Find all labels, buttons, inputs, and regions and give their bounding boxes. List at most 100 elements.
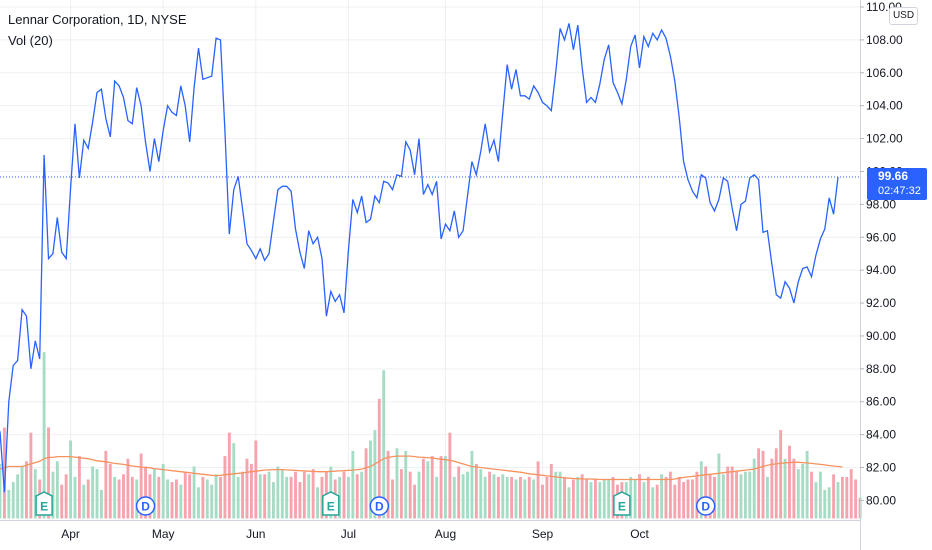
volume-bar: [404, 450, 408, 519]
volume-bar: [686, 479, 690, 519]
volume-bar: [492, 474, 496, 519]
volume-bars: [0, 352, 862, 519]
volume-bar: [545, 476, 549, 519]
volume-bar: [69, 440, 73, 519]
volume-bar: [117, 479, 121, 519]
grid: [0, 0, 860, 520]
volume-bar: [373, 430, 377, 519]
volume-bar: [470, 450, 474, 519]
volume-bar: [236, 476, 240, 519]
volume-bar: [748, 471, 752, 519]
volume-bar: [735, 471, 738, 519]
y-tick-label: 106.00: [866, 66, 903, 80]
volume-bar: [214, 474, 218, 519]
volume-bar: [64, 474, 68, 519]
volume-bar: [139, 453, 143, 519]
volume-bar: [360, 471, 364, 519]
volume-bar: [302, 471, 306, 519]
earnings-marker[interactable]: E: [613, 491, 631, 516]
volume-bar: [161, 463, 165, 519]
time-axis[interactable]: Apr May Jun Jul Aug Sep Oct: [61, 527, 649, 541]
volume-bar: [369, 440, 372, 519]
dividend-marker[interactable]: D: [135, 496, 156, 516]
volume-bar: [272, 482, 275, 519]
volume-bar: [130, 476, 134, 519]
volume-indicator-label[interactable]: Vol (20): [8, 33, 53, 48]
volume-bar: [783, 458, 787, 519]
y-tick-label: 104.00: [866, 99, 903, 113]
volume-bar: [818, 471, 822, 519]
dividend-badge: [135, 496, 156, 516]
volume-bar: [752, 458, 756, 519]
x-tick-label: Jul: [341, 527, 356, 541]
volume-bar: [704, 466, 708, 519]
volume-bar: [814, 482, 818, 519]
volume-bar: [148, 474, 152, 519]
volume-bar: [805, 450, 809, 519]
volume-bar: [519, 476, 522, 519]
volume-bar: [51, 471, 55, 519]
event-label: D: [375, 500, 384, 514]
volume-bar: [232, 443, 236, 519]
volume-bar: [179, 484, 183, 519]
volume-bar: [82, 484, 86, 519]
event-label: E: [327, 500, 335, 514]
earnings-badge: [322, 491, 340, 516]
volume-bar: [532, 479, 536, 519]
dividend-marker[interactable]: D: [695, 496, 716, 516]
volume-bar: [457, 466, 461, 519]
volume-bar: [514, 479, 518, 519]
volume-bar: [7, 489, 11, 519]
volume-bar: [739, 474, 743, 519]
volume-bar: [183, 471, 187, 519]
volume-bar: [77, 456, 81, 519]
volume-bar: [660, 474, 664, 519]
event-label: E: [618, 500, 626, 514]
volume-bar: [73, 476, 77, 519]
volume-bar: [505, 476, 509, 519]
volume-bar: [157, 476, 161, 519]
volume-bar: [144, 466, 147, 519]
volume-moving-average-line: [0, 455, 843, 481]
currency-badge[interactable]: USD: [889, 7, 918, 25]
volume-bar: [135, 479, 139, 519]
volume-bar: [201, 476, 205, 519]
y-tick-label: 80.00: [866, 493, 896, 507]
volume-bar: [219, 476, 222, 519]
volume-bar: [100, 489, 103, 519]
volume-bar: [691, 479, 694, 519]
volume-bar: [16, 474, 20, 519]
dividend-marker[interactable]: D: [369, 496, 390, 516]
y-tick-label: 94.00: [866, 263, 896, 277]
volume-bar: [638, 474, 641, 519]
price-axis[interactable]: 80.00 82.00 84.00 86.00 88.00 90.00 92.00 94.00…: [860, 0, 903, 507]
volume-bar: [351, 450, 355, 519]
volume-bar: [642, 482, 646, 519]
volume-bar: [377, 398, 381, 519]
event-label: D: [701, 500, 710, 514]
volume-bar: [536, 461, 540, 519]
volume-bar: [210, 484, 214, 519]
volume-bar: [413, 484, 417, 519]
volume-bar: [91, 466, 95, 519]
volume-bar: [254, 440, 258, 519]
volume-bar: [593, 479, 597, 519]
volume-bar: [25, 461, 28, 519]
volume-bar: [576, 476, 580, 519]
volume-bar: [761, 450, 765, 519]
earnings-badge: [35, 491, 53, 516]
earnings-marker[interactable]: E: [322, 491, 340, 516]
chart-legend: Lennar Corporation, 1D, NYSE Vol (20): [8, 9, 186, 51]
last-price-value: 99.66: [878, 169, 909, 183]
volume-bar: [241, 471, 245, 519]
volume-bar: [668, 471, 672, 519]
volume-bar: [126, 458, 130, 519]
symbol-title[interactable]: Lennar Corporation, 1D, NYSE: [8, 12, 187, 27]
volume-bar: [770, 458, 774, 519]
volume-bar: [563, 476, 566, 519]
earnings-marker[interactable]: E: [35, 491, 53, 516]
volume-bar: [717, 453, 721, 519]
volume-bar: [541, 484, 544, 519]
